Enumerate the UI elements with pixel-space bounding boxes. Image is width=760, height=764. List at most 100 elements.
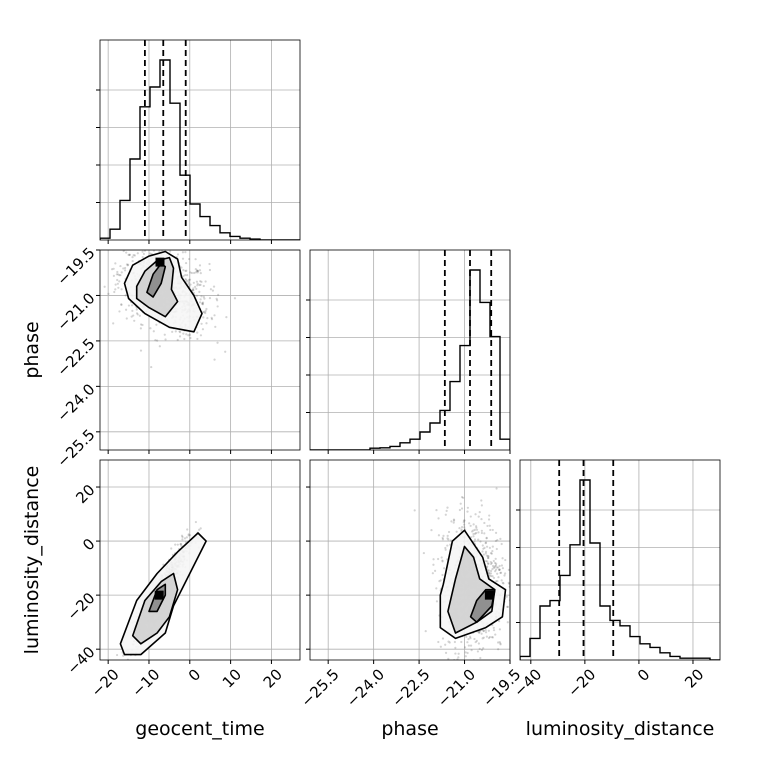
scatter-point (152, 250, 156, 252)
histogram-panel-luminosity_distance (516, 459, 721, 664)
x-tick-label: 0 (634, 665, 653, 684)
scatter-point (204, 280, 207, 283)
scatter-point (485, 536, 488, 539)
scatter-point (494, 564, 498, 567)
scatter-point (470, 691, 472, 693)
scatter-point (192, 281, 195, 284)
histogram-step (310, 269, 510, 450)
scatter-point (501, 557, 504, 560)
scatter-point (110, 268, 114, 271)
scatter-point (506, 621, 509, 624)
scatter-point (127, 253, 130, 256)
scatter-point (487, 661, 489, 663)
scatter-point (492, 629, 496, 632)
scatter-point (201, 302, 204, 306)
scatter-point (479, 656, 482, 660)
scatter-point (490, 552, 493, 555)
scatter-point (478, 630, 481, 633)
scatter-point (499, 537, 502, 540)
panel-frame (519, 459, 721, 661)
y-tick-label: −24.0 (53, 380, 98, 425)
scatter-point (433, 569, 437, 572)
scatter-point (182, 268, 185, 272)
x-tick-label: −24.0 (343, 665, 388, 710)
scatter-point (120, 303, 123, 306)
scatter-point (485, 545, 489, 548)
scatter-point (447, 538, 450, 541)
scatter-point (125, 236, 127, 238)
scatter-point (462, 496, 465, 499)
scatter-point (432, 558, 435, 561)
scatter-point (115, 653, 119, 657)
scatter-point (477, 515, 480, 518)
scatter-point (199, 280, 202, 283)
scatter-point (116, 242, 118, 244)
scatter-point (120, 288, 123, 291)
scatter-point (188, 534, 192, 537)
panel-frame (309, 459, 511, 661)
scatter-point (216, 299, 219, 302)
scatter-point (117, 246, 119, 248)
scatter-point (488, 524, 491, 527)
scatter-point (181, 538, 184, 541)
scatter-point (497, 648, 500, 651)
scatter-point (195, 269, 198, 272)
scatter-point (486, 524, 489, 528)
scatter-point (465, 635, 468, 638)
x-axis-label-luminosity_distance: luminosity_distance (526, 718, 715, 740)
scatter-point (491, 564, 495, 568)
scatter-point (513, 580, 515, 582)
scatter-point (162, 242, 164, 244)
scatter-point (468, 522, 471, 525)
scatter-point (494, 561, 497, 565)
scatter-point (452, 518, 456, 521)
contour-line (131, 572, 179, 645)
scatter-point (133, 254, 136, 257)
scatter-point (488, 546, 491, 549)
scatter-point (491, 549, 494, 553)
contour-line (123, 250, 203, 333)
scatter-point (498, 640, 501, 644)
scatter-point (128, 660, 130, 662)
scatter-point (123, 269, 127, 272)
scatter-point (127, 263, 130, 266)
scatter-point (500, 564, 504, 567)
scatter-point (502, 582, 505, 585)
y-tick-label: −22.5 (53, 335, 98, 380)
scatter-point (136, 252, 139, 255)
scatter-point (466, 510, 469, 513)
scatter-point (194, 267, 197, 271)
y-tick-label: −19.5 (53, 244, 98, 289)
scatter-point (217, 293, 220, 296)
y-tick-label: 0 (79, 535, 98, 554)
scatter-point (493, 565, 497, 568)
histogram-grid (100, 40, 300, 240)
scatter-point (437, 517, 440, 520)
scatter-point (187, 282, 190, 285)
scatter-point (116, 282, 119, 285)
scatter-point (461, 662, 463, 664)
scatter-point (489, 569, 493, 573)
scatter-point (143, 250, 147, 252)
scatter-point (196, 269, 199, 272)
x-tick-label: −25.5 (297, 665, 342, 710)
scatter-point (495, 547, 498, 551)
scatter-point (120, 303, 123, 306)
scatter-point (460, 529, 463, 532)
scatter-point (475, 525, 478, 528)
scatter-point (192, 287, 195, 290)
scatter-point (487, 518, 491, 521)
y-tick-label: −25.5 (53, 426, 98, 471)
scatter-point (451, 666, 453, 668)
scatter-point (180, 266, 183, 269)
scatter-point (187, 534, 190, 537)
scatter-point (202, 284, 205, 288)
scatter-point (499, 571, 503, 574)
scatter-point (184, 250, 187, 254)
scatter-point (444, 546, 447, 550)
scatter-point (180, 544, 183, 547)
scatter-point (149, 244, 151, 246)
contour-line (119, 532, 207, 656)
scatter-point (486, 555, 490, 558)
